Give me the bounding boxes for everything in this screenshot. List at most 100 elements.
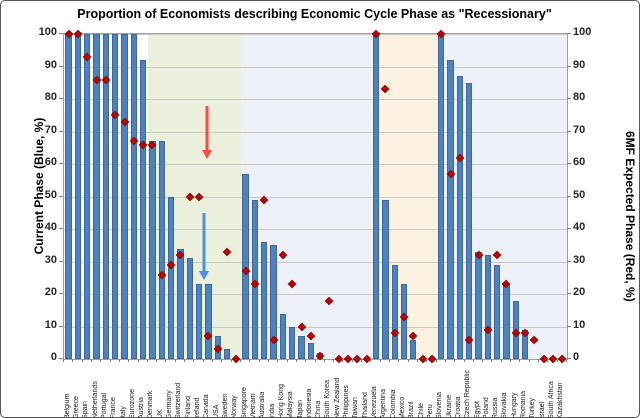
bar-spain — [84, 34, 91, 359]
x-axis-label-new-zealand: New Zealand — [333, 377, 341, 418]
y-axis-tick-label-right: 40 — [573, 221, 586, 233]
y-axis-tick-label-left: 70 — [44, 123, 57, 136]
y-axis-tick-label-left: 20 — [44, 286, 57, 298]
x-axis-label-russia: Russia — [492, 397, 500, 418]
bar-vietnam — [251, 199, 259, 359]
x-axis-label-philippines: Philippines — [343, 385, 351, 418]
y-axis-tick-left — [59, 260, 63, 262]
y-axis-tick-left — [59, 33, 63, 34]
x-axis-tick — [239, 359, 241, 362]
y-axis-tick-left — [59, 98, 63, 99]
bar-austria — [140, 60, 147, 359]
bar-australia — [261, 242, 268, 359]
y-axis-tick-right — [567, 130, 571, 132]
y-axis-tick-right — [567, 195, 571, 197]
y-axis-tick-left — [59, 325, 63, 327]
x-axis-label-sweden: Sweden — [222, 393, 229, 418]
bar-greece — [74, 34, 82, 359]
x-axis-label-slovenia: Slovenia — [436, 392, 444, 418]
bar-sweden — [223, 349, 231, 359]
y-axis-tick-right — [567, 293, 571, 294]
x-axis-label-canada: Canada — [203, 394, 211, 418]
x-axis-label-ireland: Ireland — [194, 397, 202, 418]
x-axis-tick — [398, 359, 400, 362]
x-axis-tick — [81, 359, 83, 362]
bar-netherlands — [93, 34, 100, 359]
bar-russia — [493, 264, 501, 359]
y-axis-tick-right — [567, 65, 571, 67]
x-axis-tick — [407, 359, 409, 362]
x-axis-label-venezuela: Venezuela — [371, 386, 379, 418]
bar-hong-kong — [279, 313, 287, 359]
x-axis-label-romania: Romania — [520, 390, 528, 418]
x-axis-label-thailand: Thailand — [361, 392, 369, 418]
gridline — [64, 326, 567, 328]
x-axis-label-germany: Germany — [166, 390, 174, 418]
y-axis-tick-label-left: 100 — [38, 26, 57, 38]
x-axis-tick — [444, 359, 446, 362]
x-axis-label-vietnam: Vietnam — [249, 393, 257, 418]
x-axis-label-croatia: Croatia — [454, 396, 462, 418]
x-axis-label-indonesia: Indonesia — [305, 388, 313, 418]
y-axis-tick-label-right: 50 — [573, 188, 586, 201]
x-axis-tick — [202, 359, 204, 362]
bar-india — [270, 245, 277, 359]
x-axis-tick — [491, 359, 493, 362]
y-axis-tick-right — [567, 163, 571, 164]
x-axis-label-italy: Italy — [119, 406, 127, 418]
x-axis-tick — [267, 359, 269, 362]
x-axis-tick — [128, 359, 130, 362]
x-axis-tick — [109, 359, 111, 362]
y-axis-tick-left — [59, 195, 63, 197]
y-axis-tick-left — [59, 228, 63, 229]
bar-germany — [167, 196, 175, 359]
y-axis-tick-label-right: 80 — [573, 91, 586, 103]
bar-czech-republic — [466, 82, 473, 359]
bar-slovakia — [503, 284, 510, 359]
x-axis-tick — [212, 359, 214, 362]
y-axis-tick-label-left: 60 — [44, 156, 57, 168]
y-axis-tick-label-left: 0 — [50, 351, 57, 363]
x-axis-label-australia: Australia — [259, 391, 267, 418]
x-axis-tick — [426, 359, 428, 362]
x-axis-label-colombia: Colombia — [389, 389, 397, 418]
x-axis-tick — [286, 359, 288, 362]
x-axis-tick — [63, 359, 64, 362]
x-axis-label-slovakia: Slovakia — [501, 392, 509, 418]
x-axis-tick — [72, 359, 74, 362]
y-axis-tick-label-right: 60 — [573, 156, 586, 168]
x-axis-label-taiwan: Taiwan — [352, 397, 360, 418]
x-axis-tick — [184, 359, 186, 362]
gridline — [64, 164, 567, 165]
x-axis-label-spain: Spain — [82, 401, 90, 418]
y-axis-tick-label-right: 10 — [573, 318, 586, 331]
bar-argentina — [382, 199, 389, 359]
x-axis-tick — [351, 359, 353, 362]
x-axis-label-greece: Greece — [72, 396, 80, 418]
x-axis-tick — [295, 359, 297, 362]
x-axis-label-mexico: Mexico — [398, 396, 406, 418]
x-axis-label-hungary: Hungary — [510, 392, 518, 418]
x-axis-tick — [482, 359, 484, 362]
y-axis-tick-right — [567, 260, 571, 262]
bar-ireland — [195, 284, 203, 359]
x-axis-label-eurozone: Eurozone — [128, 389, 136, 418]
y-axis-tick-label-right: 100 — [573, 26, 592, 38]
x-axis-tick — [528, 359, 530, 362]
x-axis-tick — [389, 359, 391, 362]
x-axis-label-peru: Peru — [426, 404, 434, 418]
bar-malaysia — [289, 326, 296, 359]
x-axis-label-denmark: Denmark — [147, 390, 155, 418]
x-axis-label-poland: Poland — [482, 397, 490, 418]
bar-croatia — [456, 76, 464, 359]
x-axis-label-france: France — [110, 397, 118, 418]
x-axis-tick — [547, 359, 549, 362]
bar-ukraine — [447, 60, 454, 359]
x-axis-tick — [305, 359, 307, 362]
x-axis-label-singapore: Singapore — [240, 387, 248, 418]
x-axis-label-austria: Austria — [138, 397, 146, 418]
x-axis-tick — [249, 359, 251, 362]
y-axis-tick-left — [59, 65, 63, 67]
bar-japan — [298, 336, 305, 359]
